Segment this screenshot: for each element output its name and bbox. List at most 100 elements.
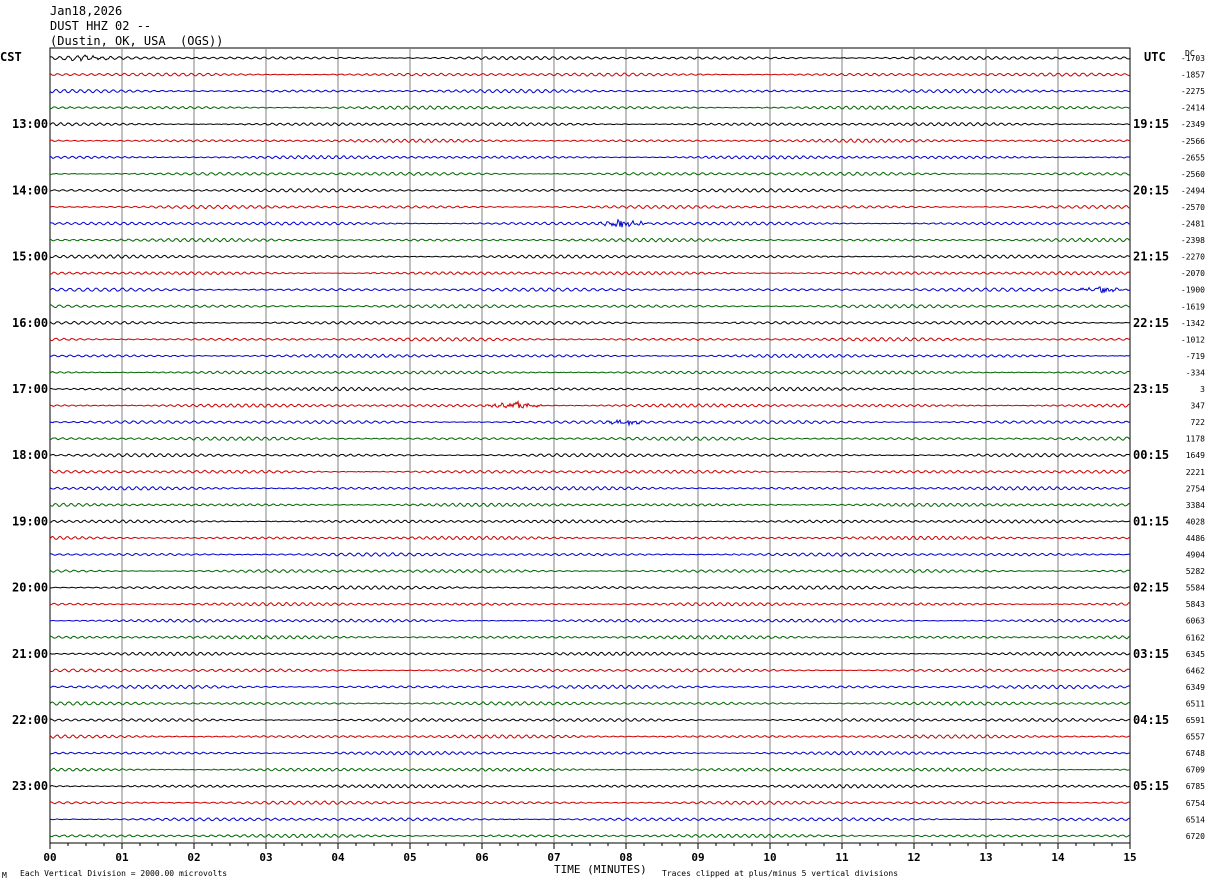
dc-offset-value: -2570 <box>1181 203 1205 212</box>
cst-hour-label: 21:00 <box>12 647 48 661</box>
left-timezone-label: CST <box>0 50 22 64</box>
dc-offset-value: -1619 <box>1181 302 1205 311</box>
seismic-trace <box>49 353 1131 359</box>
dc-offset-value: -2070 <box>1181 269 1205 278</box>
seismic-trace <box>49 386 1131 392</box>
dc-offset-value: -2560 <box>1181 170 1205 179</box>
chart-station: DUST HHZ 02 -- <box>50 19 152 33</box>
dc-offset-value: 347 <box>1191 402 1206 411</box>
footer-mark: M <box>2 871 7 880</box>
seismic-trace <box>49 601 1131 607</box>
cst-hour-label: 15:00 <box>12 250 48 264</box>
seismic-trace <box>49 419 1131 427</box>
dc-offset-value: 6162 <box>1186 633 1205 642</box>
dc-offset-value: 6709 <box>1186 766 1205 775</box>
seismic-trace <box>49 138 1131 144</box>
x-tick-label: 14 <box>1051 851 1065 864</box>
seismic-trace <box>49 750 1131 756</box>
dc-offset-value: -2566 <box>1181 137 1205 146</box>
dc-offset-value: 6754 <box>1186 799 1205 808</box>
utc-hour-label: 20:15 <box>1133 183 1169 197</box>
seismic-trace <box>49 569 1131 574</box>
dc-offset-value: -2414 <box>1181 104 1205 113</box>
dc-offset-value: 5282 <box>1186 567 1205 576</box>
dc-offset-value: 4028 <box>1186 517 1205 526</box>
utc-hour-label: 03:15 <box>1133 647 1169 661</box>
x-tick-label: 13 <box>979 851 992 864</box>
seismic-trace <box>49 187 1131 193</box>
x-tick-label: 08 <box>619 851 632 864</box>
seismic-trace <box>49 303 1131 309</box>
x-tick-label: 01 <box>115 851 129 864</box>
seismic-trace <box>49 833 1131 839</box>
x-tick-label: 11 <box>835 851 849 864</box>
x-tick-label: 02 <box>187 851 200 864</box>
seismic-trace <box>49 336 1131 342</box>
seismic-trace <box>49 717 1131 723</box>
dc-offset-value: 722 <box>1191 418 1206 427</box>
seismic-trace <box>49 270 1131 276</box>
dc-offset-value: -2349 <box>1181 120 1205 129</box>
seismic-trace <box>49 469 1131 474</box>
seismic-trace <box>49 618 1131 623</box>
x-tick-label: 04 <box>331 851 345 864</box>
seismic-trace <box>49 552 1131 557</box>
dc-offset-value: 6345 <box>1186 650 1205 659</box>
seismic-trace <box>49 54 1131 62</box>
clip-note: Traces clipped at plus/minus 5 vertical … <box>662 869 899 878</box>
x-tick-label: 07 <box>547 851 560 864</box>
chart-location: (Dustin, OK, USA (OGS)) <box>50 34 224 48</box>
cst-hour-label: 23:00 <box>12 779 48 793</box>
seismic-trace <box>49 668 1131 673</box>
x-axis-label: TIME (MINUTES) <box>554 863 647 876</box>
dc-offset-value: 1649 <box>1186 451 1205 460</box>
dc-offset-value: 3 <box>1200 385 1205 394</box>
seismic-trace <box>49 436 1131 441</box>
cst-hour-label: 14:00 <box>12 183 48 197</box>
dc-offset-value: 6557 <box>1186 733 1205 742</box>
seismic-trace <box>49 237 1131 243</box>
seismic-trace <box>49 535 1131 541</box>
seismic-trace <box>49 154 1131 160</box>
seismic-trace <box>49 204 1131 210</box>
seismic-trace <box>49 519 1131 524</box>
seismic-trace <box>49 399 1131 409</box>
vertical-scale-note: Each Vertical Division = 2000.00 microvo… <box>20 869 228 878</box>
dc-offset-value: -719 <box>1186 352 1205 361</box>
dc-offset-value: 1178 <box>1186 435 1205 444</box>
utc-hour-label: 22:15 <box>1133 316 1169 330</box>
dc-offset-value: -1703 <box>1181 54 1205 63</box>
dc-offset-value: 5584 <box>1186 584 1205 593</box>
cst-hour-label: 13:00 <box>12 117 48 131</box>
dc-offset-value: 6511 <box>1186 699 1205 708</box>
dc-offset-value: 6514 <box>1186 815 1205 824</box>
utc-hour-label: 05:15 <box>1133 779 1169 793</box>
x-tick-label: 15 <box>1123 851 1136 864</box>
utc-hour-label: 02:15 <box>1133 581 1169 595</box>
dc-offset-value: -2398 <box>1181 236 1205 245</box>
seismic-trace <box>49 286 1131 294</box>
utc-hour-label: 00:15 <box>1133 448 1169 462</box>
dc-offset-value: 6462 <box>1186 666 1205 675</box>
dc-offset-value: 6591 <box>1186 716 1205 725</box>
utc-hour-label: 21:15 <box>1133 250 1169 264</box>
cst-hour-label: 18:00 <box>12 448 48 462</box>
seismic-trace <box>49 105 1131 110</box>
x-tick-label: 10 <box>763 851 776 864</box>
dc-offset-value: -1900 <box>1181 286 1205 295</box>
dc-offset-value: 6748 <box>1186 749 1205 758</box>
dc-offset-value: 5843 <box>1186 600 1205 609</box>
dc-offset-value: 6063 <box>1186 617 1205 626</box>
dc-offset-value: -2270 <box>1181 253 1205 262</box>
dc-offset-value: 6349 <box>1186 683 1205 692</box>
seismic-trace <box>49 684 1131 690</box>
dc-offset-value: 6785 <box>1186 782 1205 791</box>
seismic-trace <box>49 634 1131 640</box>
dc-offset-value: 4486 <box>1186 534 1205 543</box>
seismic-trace <box>49 218 1131 228</box>
utc-hour-label: 01:15 <box>1133 514 1169 528</box>
dc-offset-value: -2494 <box>1181 186 1205 195</box>
dc-offset-value: 2221 <box>1186 468 1205 477</box>
dc-offset-value: -2275 <box>1181 87 1205 96</box>
seismic-trace <box>49 800 1131 805</box>
